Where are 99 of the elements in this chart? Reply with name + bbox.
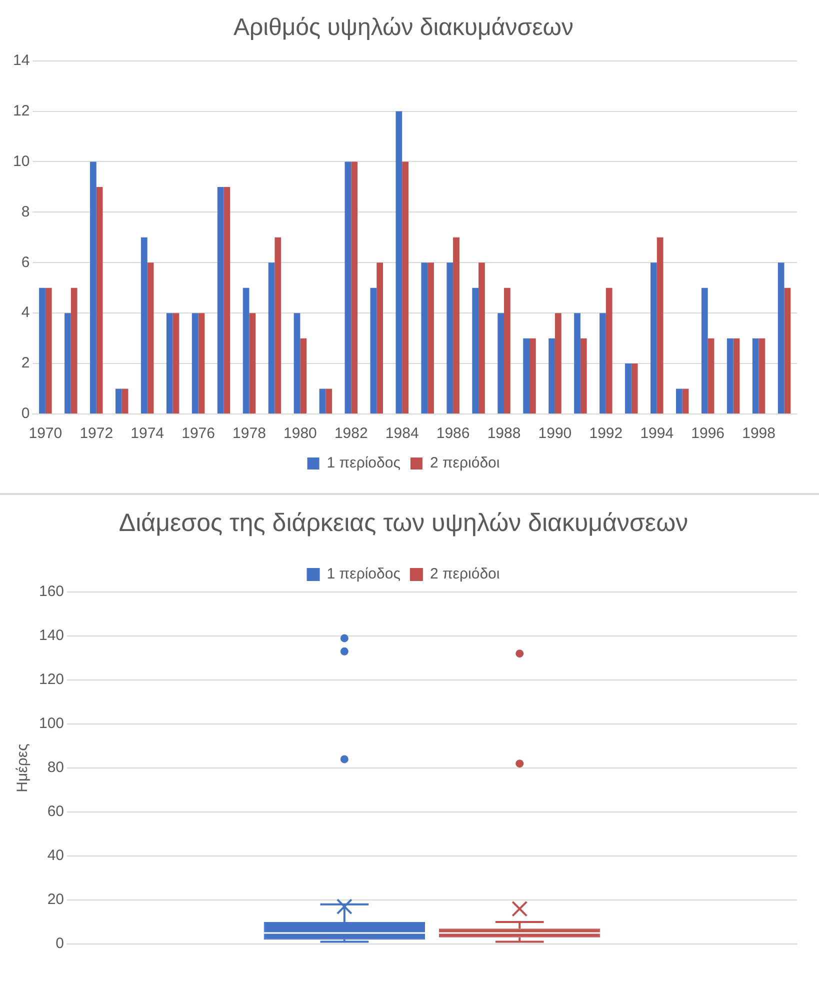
bar: [198, 313, 205, 414]
x-tick-label: 1982: [334, 425, 368, 442]
y-tick-label: 40: [47, 847, 64, 864]
bar: [478, 262, 485, 414]
bar: [656, 237, 664, 414]
y-tick-label: 0: [21, 405, 30, 422]
bar: [708, 338, 714, 414]
bar: [523, 338, 530, 414]
bar: [300, 338, 307, 414]
x-tick-label: 1970: [28, 425, 62, 442]
bar: [122, 388, 128, 414]
bar: [90, 162, 96, 414]
bar: [249, 313, 256, 414]
bar: [140, 237, 148, 414]
bar: [472, 288, 479, 414]
x-tick-label: 1990: [538, 425, 572, 442]
bar: [421, 262, 428, 414]
legend-label: 2 περιόδοι: [430, 454, 500, 472]
y-tick-label: 14: [12, 52, 30, 69]
bar: [166, 313, 173, 414]
bar: [147, 262, 154, 414]
chart-title: Αριθμός υψηλών διακυμάνσεων: [233, 14, 574, 42]
y-tick-label: 160: [38, 583, 64, 600]
y-tick-label: 8: [21, 203, 30, 220]
bar: [274, 237, 282, 414]
y-axis-title: Ημέρες: [14, 744, 32, 792]
bar: [606, 288, 612, 414]
bar: [192, 313, 198, 414]
bar: [64, 313, 71, 414]
bar: [676, 388, 682, 414]
y-tick-label: 20: [47, 891, 64, 908]
bar: [529, 338, 536, 414]
y-tick-label: 120: [38, 671, 64, 688]
y-tick-label: 80: [47, 759, 64, 776]
bar: [39, 288, 46, 414]
bar: [319, 388, 326, 414]
bar: [326, 388, 332, 414]
bar: [402, 162, 408, 414]
x-tick-label: 1984: [385, 425, 419, 442]
y-tick-label: 4: [21, 304, 30, 322]
y-tick-label: 6: [21, 254, 30, 271]
x-tick-label: 1996: [691, 425, 725, 442]
legend-label: 2 περιόδοι: [430, 566, 500, 583]
legend-label: 1 περίοδος: [326, 454, 400, 472]
y-tick-label: 60: [47, 803, 64, 820]
x-tick-label: 1974: [130, 425, 164, 442]
bar: [758, 338, 766, 414]
bar: [498, 313, 504, 414]
x-tick-label: 1986: [436, 425, 470, 442]
y-tick-label: 100: [38, 715, 64, 732]
y-tick-label: 12: [12, 102, 30, 120]
bar: [294, 313, 300, 414]
bar: [548, 338, 555, 414]
bar: [650, 262, 657, 414]
bar: [752, 338, 759, 414]
bar: [370, 288, 377, 414]
bar: [115, 388, 122, 414]
x-tick-label: 1972: [80, 425, 114, 442]
bar: [242, 288, 250, 414]
bar: [504, 288, 510, 414]
bar: [600, 313, 606, 414]
bar: [682, 388, 689, 414]
x-tick-label: 1980: [284, 425, 317, 442]
x-tick-label: 1994: [640, 425, 674, 442]
legend-label: 1 περίοδος: [326, 566, 400, 583]
bar: [778, 262, 784, 414]
bar: [701, 288, 708, 414]
bar: [224, 186, 230, 414]
bar: [396, 111, 402, 414]
bar: [217, 186, 224, 414]
chart-title: Διάμεσος της διάρκειας των υψηλών διακυμάνσεων: [118, 508, 688, 537]
y-tick-label: 0: [56, 935, 64, 952]
bar: [784, 288, 791, 414]
bar: [625, 364, 632, 414]
bar: [726, 338, 734, 414]
bar: [376, 262, 383, 414]
x-tick-label: 1978: [232, 425, 266, 442]
bar: [45, 288, 52, 414]
y-tick-label: 2: [21, 354, 30, 372]
bar: [428, 262, 434, 414]
bar: [446, 262, 454, 414]
x-tick-label: 1998: [742, 425, 776, 442]
bar: [172, 313, 180, 414]
bar: [351, 162, 358, 414]
x-tick-label: 1988: [487, 425, 521, 442]
bar: [70, 288, 78, 414]
bar: [733, 338, 740, 414]
x-tick-label: 1992: [589, 425, 623, 442]
bar: [268, 262, 275, 414]
bar: [453, 237, 460, 414]
bar: [574, 313, 580, 414]
bar: [344, 162, 352, 414]
bar: [580, 338, 587, 414]
x-tick-label: 1976: [182, 425, 215, 442]
bar: [631, 364, 638, 414]
bar: [96, 186, 103, 414]
y-tick-label: 10: [12, 152, 30, 170]
bar: [554, 313, 562, 414]
y-tick-label: 140: [38, 627, 64, 644]
